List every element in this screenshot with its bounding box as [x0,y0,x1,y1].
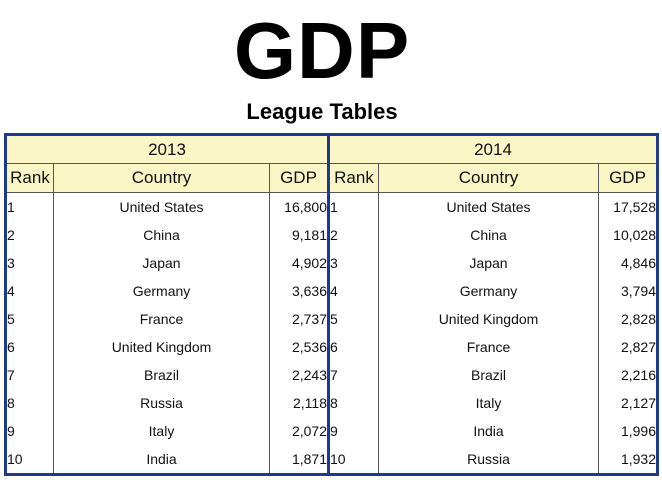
rank-cell-2014: 2 [327,221,379,249]
gdp-value-2013: 3,636 [269,276,329,305]
gdp-value-2014: 1,932 [598,444,658,475]
gdp-value-2014: 17,528 [598,192,658,221]
rank-cell-2013: 7 [5,360,54,389]
rank-cell-2013: 2 [5,221,54,249]
country-cell-2014: Brazil [378,360,599,389]
table-row: 8 Russia 2,118 8 Italy 2,127 [5,388,658,417]
country-cell-2013: Japan [53,248,270,277]
table-row: 9 Italy 2,072 9 India 1,996 [5,416,658,445]
gdp-value-2013: 9,181 [269,221,329,249]
column-header-country: Country [53,163,270,193]
country-cell-2014: India [378,416,599,445]
table-row: 5 France 2,737 5 United Kingdom 2,828 [5,304,658,333]
table-row: 10 India 1,871 10 Russia 1,932 [5,444,658,475]
rank-cell-2014: 6 [327,332,379,361]
gdp-value-2014: 2,127 [598,388,658,417]
country-cell-2014: United States [378,192,599,221]
country-cell-2013: China [53,221,270,249]
gdp-value-2014: 2,216 [598,360,658,389]
country-cell-2013: United Kingdom [53,332,270,361]
column-header-rank: Rank [5,163,54,193]
rank-cell-2014: 4 [327,276,379,305]
rank-cell-2014: 7 [327,360,379,389]
rank-cell-2013: 5 [5,304,54,333]
rank-cell-2013: 4 [5,276,54,305]
country-cell-2014: United Kingdom [378,304,599,333]
country-cell-2013: Brazil [53,360,270,389]
year-header-2013: 2013 [5,134,329,164]
country-cell-2014: Italy [378,388,599,417]
rank-cell-2013: 1 [5,192,54,221]
table-row: 3 Japan 4,902 3 Japan 4,846 [5,248,658,277]
table-row: 6 United Kingdom 2,536 6 France 2,827 [5,332,658,361]
country-cell-2014: Germany [378,276,599,305]
year-header-2014: 2014 [327,134,658,164]
rank-cell-2013: 6 [5,332,54,361]
rank-cell-2014: 8 [327,388,379,417]
country-cell-2014: Russia [378,444,599,475]
rank-cell-2014: 5 [327,304,379,333]
column-header-gdp: GDP [269,163,329,193]
gdp-value-2014: 3,794 [598,276,658,305]
gdp-value-2013: 2,118 [269,388,329,417]
table-row: 4 Germany 3,636 4 Germany 3,794 [5,276,658,305]
gdp-value-2014: 10,028 [598,221,658,249]
gdp-value-2013: 16,800 [269,192,329,221]
gdp-value-2013: 2,737 [269,304,329,333]
gdp-value-2013: 2,072 [269,416,329,445]
country-cell-2014: China [378,221,599,249]
country-cell-2013: Italy [53,416,270,445]
league-table: 2013 2014 Rank Country GDP Rank Country … [4,133,659,476]
rank-cell-2014: 3 [327,248,379,277]
country-cell-2013: India [53,444,270,475]
rank-cell-2013: 3 [5,248,54,277]
gdp-value-2013: 2,243 [269,360,329,389]
table-row: 2 China 9,181 2 China 10,028 [5,221,658,249]
rank-cell-2013: 10 [5,444,54,475]
gdp-value-2014: 1,996 [598,416,658,445]
rank-cell-2013: 9 [5,416,54,445]
rank-cell-2014: 9 [327,416,379,445]
table-row: 7 Brazil 2,243 7 Brazil 2,216 [5,360,658,389]
country-cell-2013: United States [53,192,270,221]
column-header-gdp: GDP [598,163,658,193]
rank-cell-2014: 10 [327,444,379,475]
country-cell-2013: Germany [53,276,270,305]
gdp-value-2014: 2,827 [598,332,658,361]
gdp-value-2014: 4,846 [598,248,658,277]
country-cell-2013: Russia [53,388,270,417]
gdp-value-2013: 4,902 [269,248,329,277]
gdp-value-2014: 2,828 [598,304,658,333]
page-subtitle: League Tables [246,99,398,124]
rank-cell-2014: 1 [327,192,379,221]
gdp-value-2013: 1,871 [269,444,329,475]
gdp-value-2013: 2,536 [269,332,329,361]
country-cell-2013: France [53,304,270,333]
page-title: GDP [233,6,411,95]
country-cell-2014: France [378,332,599,361]
table-body: 1 United States 16,800 1 United States 17,528… [5,192,658,475]
column-header-country: Country [378,163,599,193]
rank-cell-2013: 8 [5,388,54,417]
column-header-rank: Rank [327,163,379,193]
table-row: 1 United States 16,800 1 United States 17,528 [5,192,658,221]
country-cell-2014: Japan [378,248,599,277]
